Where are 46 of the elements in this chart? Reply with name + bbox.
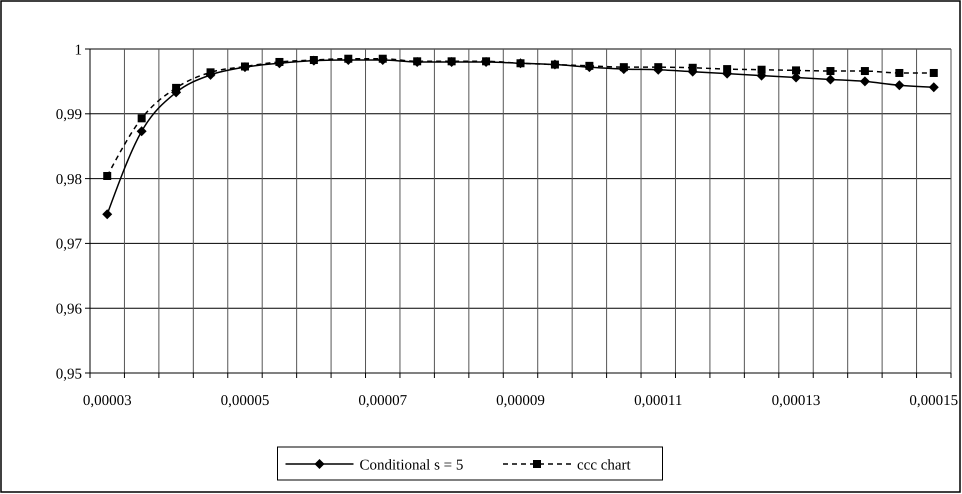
y-tick-label: 0,98 (56, 172, 82, 188)
legend-label: Conditional s = 5 (360, 457, 464, 474)
point (860, 76, 870, 86)
point (344, 54, 352, 63)
y-tick-label: 0,95 (56, 366, 82, 382)
point (310, 56, 318, 64)
x-tick-label: 0,00015 (909, 393, 958, 409)
y-tick-label: 0,97 (56, 236, 82, 253)
point (136, 126, 147, 136)
y-tick-label: 0,96 (56, 301, 82, 318)
point (103, 172, 112, 180)
point (860, 67, 869, 76)
point (825, 74, 836, 84)
x-tick-label: 0,00011 (634, 393, 682, 409)
y-tick-label: 0,99 (56, 107, 82, 124)
point (826, 67, 834, 76)
point (895, 68, 904, 77)
y-tick-label: 1 (74, 42, 82, 58)
point (688, 64, 697, 72)
legend-label: ccc chart (577, 457, 632, 474)
point (102, 209, 112, 220)
point (378, 54, 387, 63)
point (172, 84, 180, 92)
point (448, 57, 456, 66)
point (792, 66, 800, 74)
x-tick-label: 0,00009 (496, 393, 545, 409)
x-tick-label: 0,00007 (358, 393, 408, 409)
point (206, 68, 215, 76)
x-tick-label: 0,00013 (772, 393, 820, 409)
point (413, 57, 422, 66)
x-tick-label: 0,00003 (82, 393, 132, 409)
point (585, 62, 594, 70)
x-tick-label: 0,00005 (220, 393, 270, 409)
point (791, 72, 802, 83)
point (654, 63, 662, 72)
point (930, 68, 938, 77)
point (482, 57, 490, 66)
point (758, 66, 766, 74)
point (275, 58, 284, 66)
point (894, 80, 904, 90)
point (723, 65, 732, 74)
point (138, 114, 146, 122)
point (620, 63, 628, 72)
point (928, 82, 939, 92)
point (240, 62, 249, 70)
point (550, 60, 559, 69)
